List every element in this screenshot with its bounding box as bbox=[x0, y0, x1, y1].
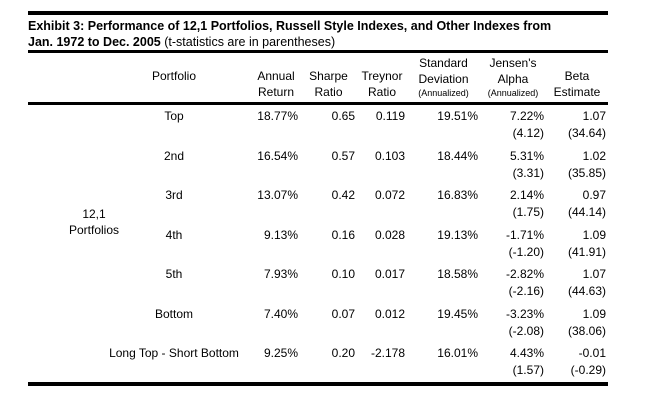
top-rule bbox=[28, 11, 608, 15]
jensens-alpha-tstat: (1.75) bbox=[512, 205, 544, 219]
cell-jensens-alpha: 2.14% (1.75) bbox=[480, 184, 546, 224]
cell-annual-return: 9.13% bbox=[263, 227, 298, 242]
jensens-alpha-tstat: (-2.08) bbox=[508, 323, 544, 338]
col-header-annual-return: Annual Return bbox=[252, 53, 300, 105]
exhibit-title-bold2: Jan. 1972 to Dec. 2005 bbox=[28, 35, 161, 49]
beta-tstat: (-0.29) bbox=[570, 363, 606, 377]
cell-jensens-alpha: -3.23% (-2.08) bbox=[480, 303, 546, 343]
beta-tstat: (44.14) bbox=[567, 205, 606, 219]
cell-std-dev: 19.13% bbox=[437, 227, 478, 242]
cell-std-dev: 18.58% bbox=[437, 267, 478, 281]
title-bottom-rule bbox=[28, 50, 608, 53]
col-header-jensens-alpha: Jensen's Alpha (Annualized) bbox=[480, 53, 546, 105]
cell-portfolio: Top bbox=[164, 109, 184, 123]
cell-treynor-ratio: 0.103 bbox=[374, 148, 405, 163]
table-row: 4th 9.13% 0.16 0.028 19.13% -1.71% (-1.2… bbox=[28, 224, 608, 264]
cell-sharpe-ratio: 0.07 bbox=[331, 306, 355, 321]
exhibit-title-line2: Jan. 1972 to Dec. 2005 (t-statistics are… bbox=[28, 34, 608, 50]
cell-sharpe-ratio: 0.20 bbox=[300, 342, 357, 386]
table-row: 3rd 13.07% 0.42 0.072 16.83% 2.14% (1.75… bbox=[28, 184, 608, 224]
table-row: 2nd 16.54% 0.57 0.103 18.44% 5.31% (3.31… bbox=[28, 145, 608, 185]
cell-beta: 1.09 (41.91) bbox=[546, 224, 608, 264]
cell-group-spacer bbox=[28, 263, 96, 303]
cell-portfolio: 4th bbox=[165, 227, 183, 242]
cell-annual-return: 13.07% bbox=[257, 188, 298, 202]
cell-group-spacer bbox=[28, 342, 96, 386]
cell-jensens-alpha: 5.31% (3.31) bbox=[480, 145, 546, 185]
cell-std-dev: 16.83% bbox=[437, 188, 478, 202]
cell-annual-return: 9.25% bbox=[252, 342, 300, 386]
cell-portfolio: 5th bbox=[165, 267, 183, 281]
col-header-group bbox=[28, 53, 96, 105]
cell-portfolio: 2nd bbox=[163, 148, 185, 163]
cell-portfolio: Bottom bbox=[154, 306, 193, 321]
col-header-treynor-ratio: Treynor Ratio bbox=[357, 53, 407, 105]
beta-tstat: (38.06) bbox=[567, 323, 606, 338]
table-row: Top 18.77% 0.65 0.119 19.51% 7.22% (4.12… bbox=[28, 104, 608, 145]
col-header-portfolio: Portfolio bbox=[96, 53, 252, 105]
row-group-label-line1: 12,1 bbox=[82, 207, 106, 221]
cell-group-spacer bbox=[28, 104, 96, 145]
beta-tstat: (34.64) bbox=[567, 126, 606, 140]
cell-group-spacer bbox=[28, 145, 96, 185]
jensens-alpha-tstat: (1.57) bbox=[512, 363, 544, 377]
table-row: Long Top - Short Bottom 9.25% 0.20 -2.17… bbox=[28, 342, 608, 386]
col-header-beta-estimate: Beta Estimate bbox=[546, 53, 608, 105]
exhibit-title-line1: Exhibit 3: Performance of 12,1 Portfolio… bbox=[28, 18, 608, 34]
cell-beta: 1.02 (35.85) bbox=[546, 145, 608, 185]
cell-beta: 1.07 (34.64) bbox=[546, 104, 608, 145]
cell-annual-return: 7.93% bbox=[263, 267, 298, 281]
cell-jensens-alpha: 7.22% (4.12) bbox=[480, 104, 546, 145]
cell-beta: 1.09 (38.06) bbox=[546, 303, 608, 343]
cell-sharpe-ratio: 0.42 bbox=[331, 188, 355, 202]
cell-sharpe-ratio: 0.10 bbox=[331, 267, 355, 281]
table-row: 5th 7.93% 0.10 0.017 18.58% -2.82% (-2.1… bbox=[28, 263, 608, 303]
cell-annual-return: 16.54% bbox=[257, 148, 298, 163]
table-row: Bottom 7.40% 0.07 0.012 19.45% -3.23% (-… bbox=[28, 303, 608, 343]
col-header-std-dev: Standard Deviation (Annualized) bbox=[407, 53, 480, 105]
exhibit-title: Exhibit 3: Performance of 12,1 Portfolio… bbox=[28, 15, 608, 50]
cell-sharpe-ratio: 0.65 bbox=[331, 109, 355, 123]
cell-jensens-alpha: -1.71% (-1.20) bbox=[480, 224, 546, 264]
cell-std-dev: 19.51% bbox=[437, 109, 478, 123]
jensens-alpha-tstat: (-2.16) bbox=[508, 284, 544, 298]
cell-portfolio: 3rd bbox=[165, 188, 183, 202]
cell-std-dev: 16.01% bbox=[407, 342, 480, 386]
header-row: Portfolio Annual Return Sharpe Ratio Tre… bbox=[28, 53, 608, 105]
performance-table: Portfolio Annual Return Sharpe Ratio Tre… bbox=[28, 53, 608, 386]
jensens-alpha-tstat: (4.12) bbox=[512, 126, 544, 140]
exhibit-content: Exhibit 3: Performance of 12,1 Portfolio… bbox=[28, 11, 608, 386]
row-group-label-line2: Portfolios bbox=[68, 223, 120, 237]
cell-beta: 0.97 (44.14) bbox=[546, 184, 608, 224]
cell-annual-return: 7.40% bbox=[263, 306, 298, 321]
cell-treynor-ratio: 0.017 bbox=[374, 267, 405, 281]
exhibit-title-note: (t-statistics are in parentheses) bbox=[164, 35, 336, 49]
cell-treynor-ratio: 0.028 bbox=[374, 227, 405, 242]
cell-beta: 1.07 (44.63) bbox=[546, 263, 608, 303]
cell-beta: -0.01 (-0.29) bbox=[546, 342, 608, 386]
cell-sharpe-ratio: 0.57 bbox=[331, 148, 355, 163]
cell-portfolio: Long Top - Short Bottom bbox=[96, 342, 252, 386]
col-header-sharpe-ratio: Sharpe Ratio bbox=[300, 53, 357, 105]
cell-group-spacer bbox=[28, 303, 96, 343]
jensens-alpha-tstat: (-1.20) bbox=[508, 244, 544, 259]
row-group-label: 12,1 Portfolios bbox=[44, 206, 144, 238]
beta-tstat: (44.63) bbox=[567, 284, 606, 298]
exhibit-title-bold1: Exhibit 3: Performance of 12,1 Portfolio… bbox=[28, 19, 552, 33]
cell-sharpe-ratio: 0.16 bbox=[331, 227, 355, 242]
cell-treynor-ratio: 0.072 bbox=[374, 188, 405, 202]
beta-tstat: (35.85) bbox=[567, 165, 606, 180]
beta-tstat: (41.91) bbox=[567, 244, 606, 259]
cell-std-dev: 19.45% bbox=[437, 306, 478, 321]
cell-treynor-ratio: 0.012 bbox=[374, 306, 405, 321]
cell-std-dev: 18.44% bbox=[437, 148, 478, 163]
cell-treynor-ratio: -2.178 bbox=[357, 342, 407, 386]
cell-annual-return: 18.77% bbox=[257, 109, 298, 123]
cell-treynor-ratio: 0.119 bbox=[375, 109, 405, 123]
jensens-alpha-tstat: (3.31) bbox=[512, 165, 544, 180]
cell-jensens-alpha: 4.43% (1.57) bbox=[480, 342, 546, 386]
cell-jensens-alpha: -2.82% (-2.16) bbox=[480, 263, 546, 303]
